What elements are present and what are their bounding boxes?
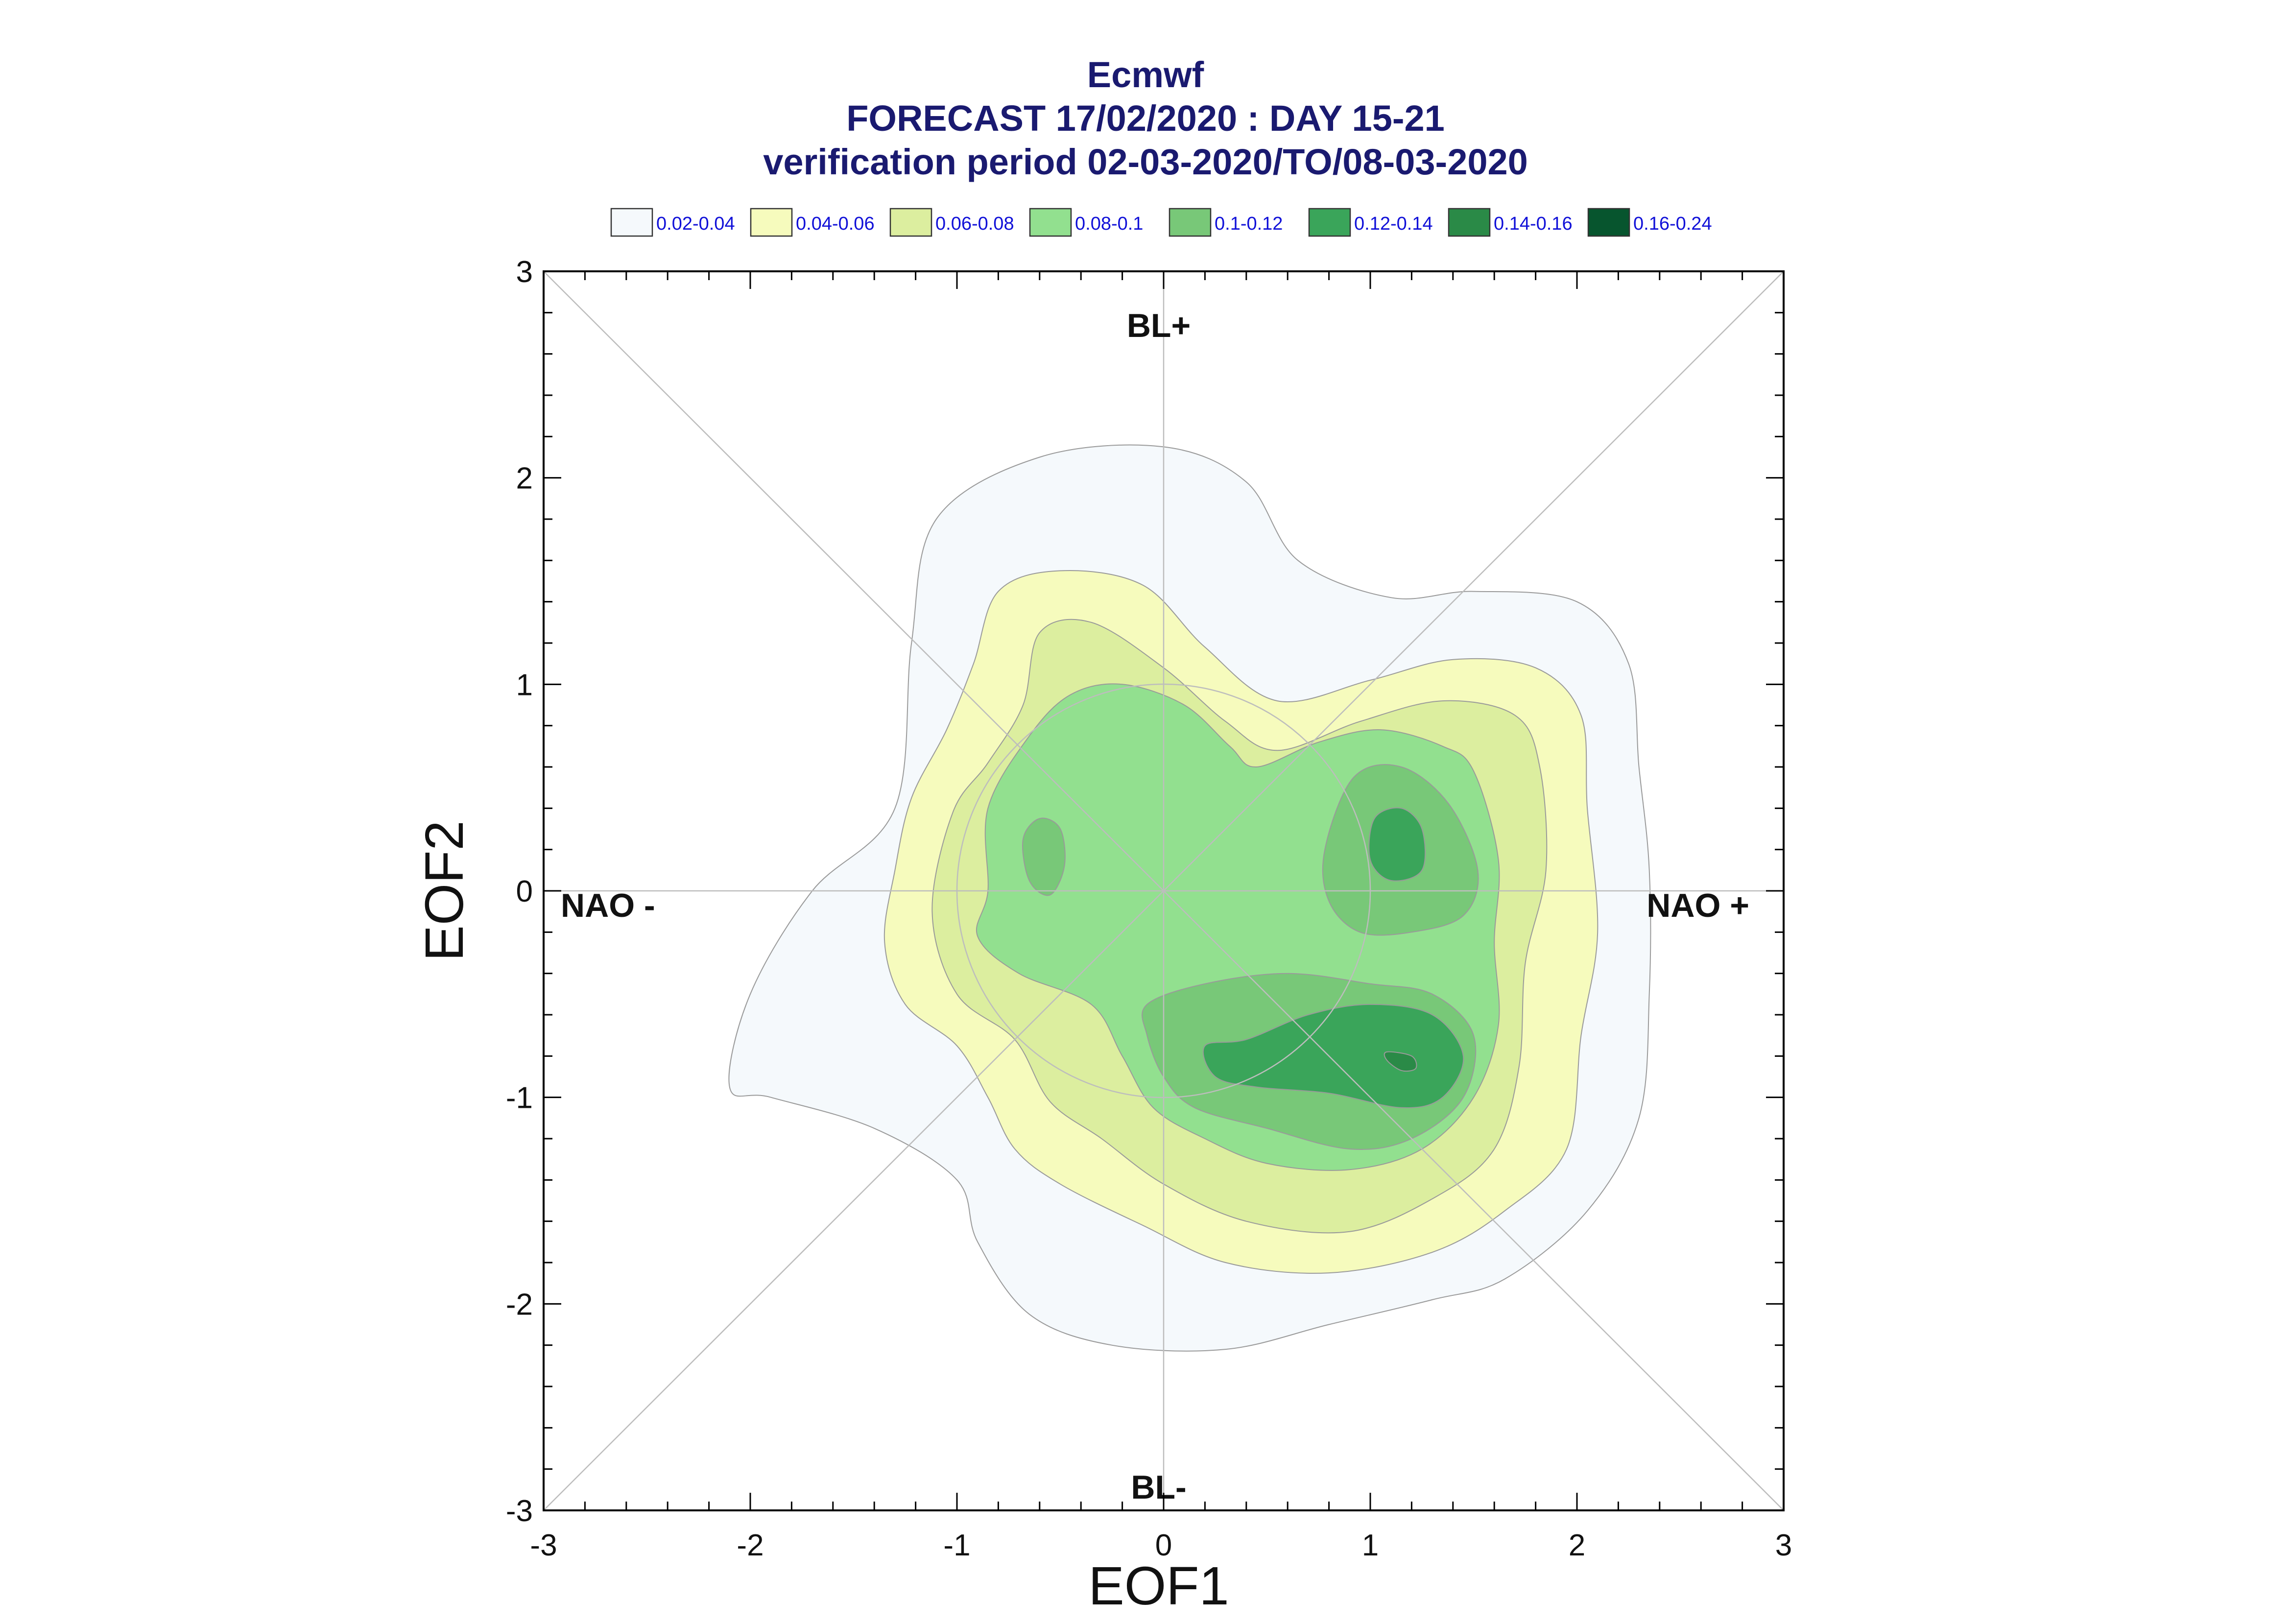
legend-swatch [1029,208,1072,237]
y-tick-label: 1 [516,668,533,702]
diagonal-line-2 [543,271,1784,1511]
legend-label: 0.14-0.16 [1494,214,1573,234]
legend-label: 0.04-0.06 [796,214,875,234]
y-tick-label: -3 [506,1494,533,1528]
reference-lines [543,271,1784,1511]
legend-swatch [1169,208,1212,237]
y-tick-label: -2 [506,1288,533,1321]
y-tick-label: -1 [506,1081,533,1115]
legend-label: 0.16-0.24 [1633,214,1712,234]
density-contours [728,444,1651,1352]
axes: -3 -2 -1 0 1 2 3 -3 -2 -1 0 1 2 3 [506,255,1792,1562]
regime-labels: BL+ BL- NAO - NAO + [561,307,1749,1506]
y-axis-label: EOF2 [414,820,475,961]
title-line-3: verification period 02-03-2020/TO/08-03-… [763,142,1528,182]
plot-area: BL+ BL- NAO - NAO + -3 -2 -1 0 1 2 3 -3 -2 -1 0 1 2 3 [506,255,1792,1562]
regime-label-bottom: BL- [1131,1469,1186,1506]
legend-label: 0.08-0.1 [1075,214,1143,234]
title-line-1: Ecmwf [1087,54,1204,95]
y-tick-label: 0 [516,875,533,908]
y-tick-label: 2 [516,462,533,496]
x-tick-label: 3 [1775,1528,1792,1562]
contour-level-6-region-0 [1384,1051,1417,1072]
x-tick-label: 1 [1362,1528,1379,1562]
legend-swatch [1587,208,1630,237]
legend-label: 0.02-0.04 [656,214,735,234]
contour-level-5-region-0 [1368,807,1426,882]
legend-label: 0.12-0.14 [1354,214,1433,234]
legend-swatch [750,208,793,237]
legend: 0.02-0.04 0.04-0.06 0.06-0.08 0.08-0.1 0.1-0… [610,208,1712,237]
contour-level-5-region-1 [1202,1003,1464,1109]
y-tick-label: 3 [516,255,533,289]
legend-swatch [1448,208,1491,237]
x-tick-label: -3 [530,1528,557,1562]
regime-label-left: NAO - [561,887,655,924]
x-axis-label: EOF1 [1088,1556,1229,1616]
legend-swatch [610,208,653,237]
legend-label: 0.06-0.08 [935,214,1014,234]
regime-label-top: BL+ [1127,307,1191,344]
x-tick-label: -1 [943,1528,970,1562]
reference-circle [956,683,1371,1099]
legend-swatch [1308,208,1351,237]
title-line-2: FORECAST 17/02/2020 : DAY 15-21 [846,98,1445,139]
legend-label: 0.1-0.12 [1215,214,1283,234]
x-tick-label: 0 [1155,1528,1172,1562]
x-tick-label: -2 [737,1528,764,1562]
legend-swatch [889,208,932,237]
x-tick-label: 2 [1569,1528,1585,1562]
contour-level-4-region-1 [1022,817,1066,896]
regime-label-right: NAO + [1647,887,1749,924]
chart-title: Ecmwf FORECAST 17/02/2020 : DAY 15-21 ve… [763,54,1528,182]
